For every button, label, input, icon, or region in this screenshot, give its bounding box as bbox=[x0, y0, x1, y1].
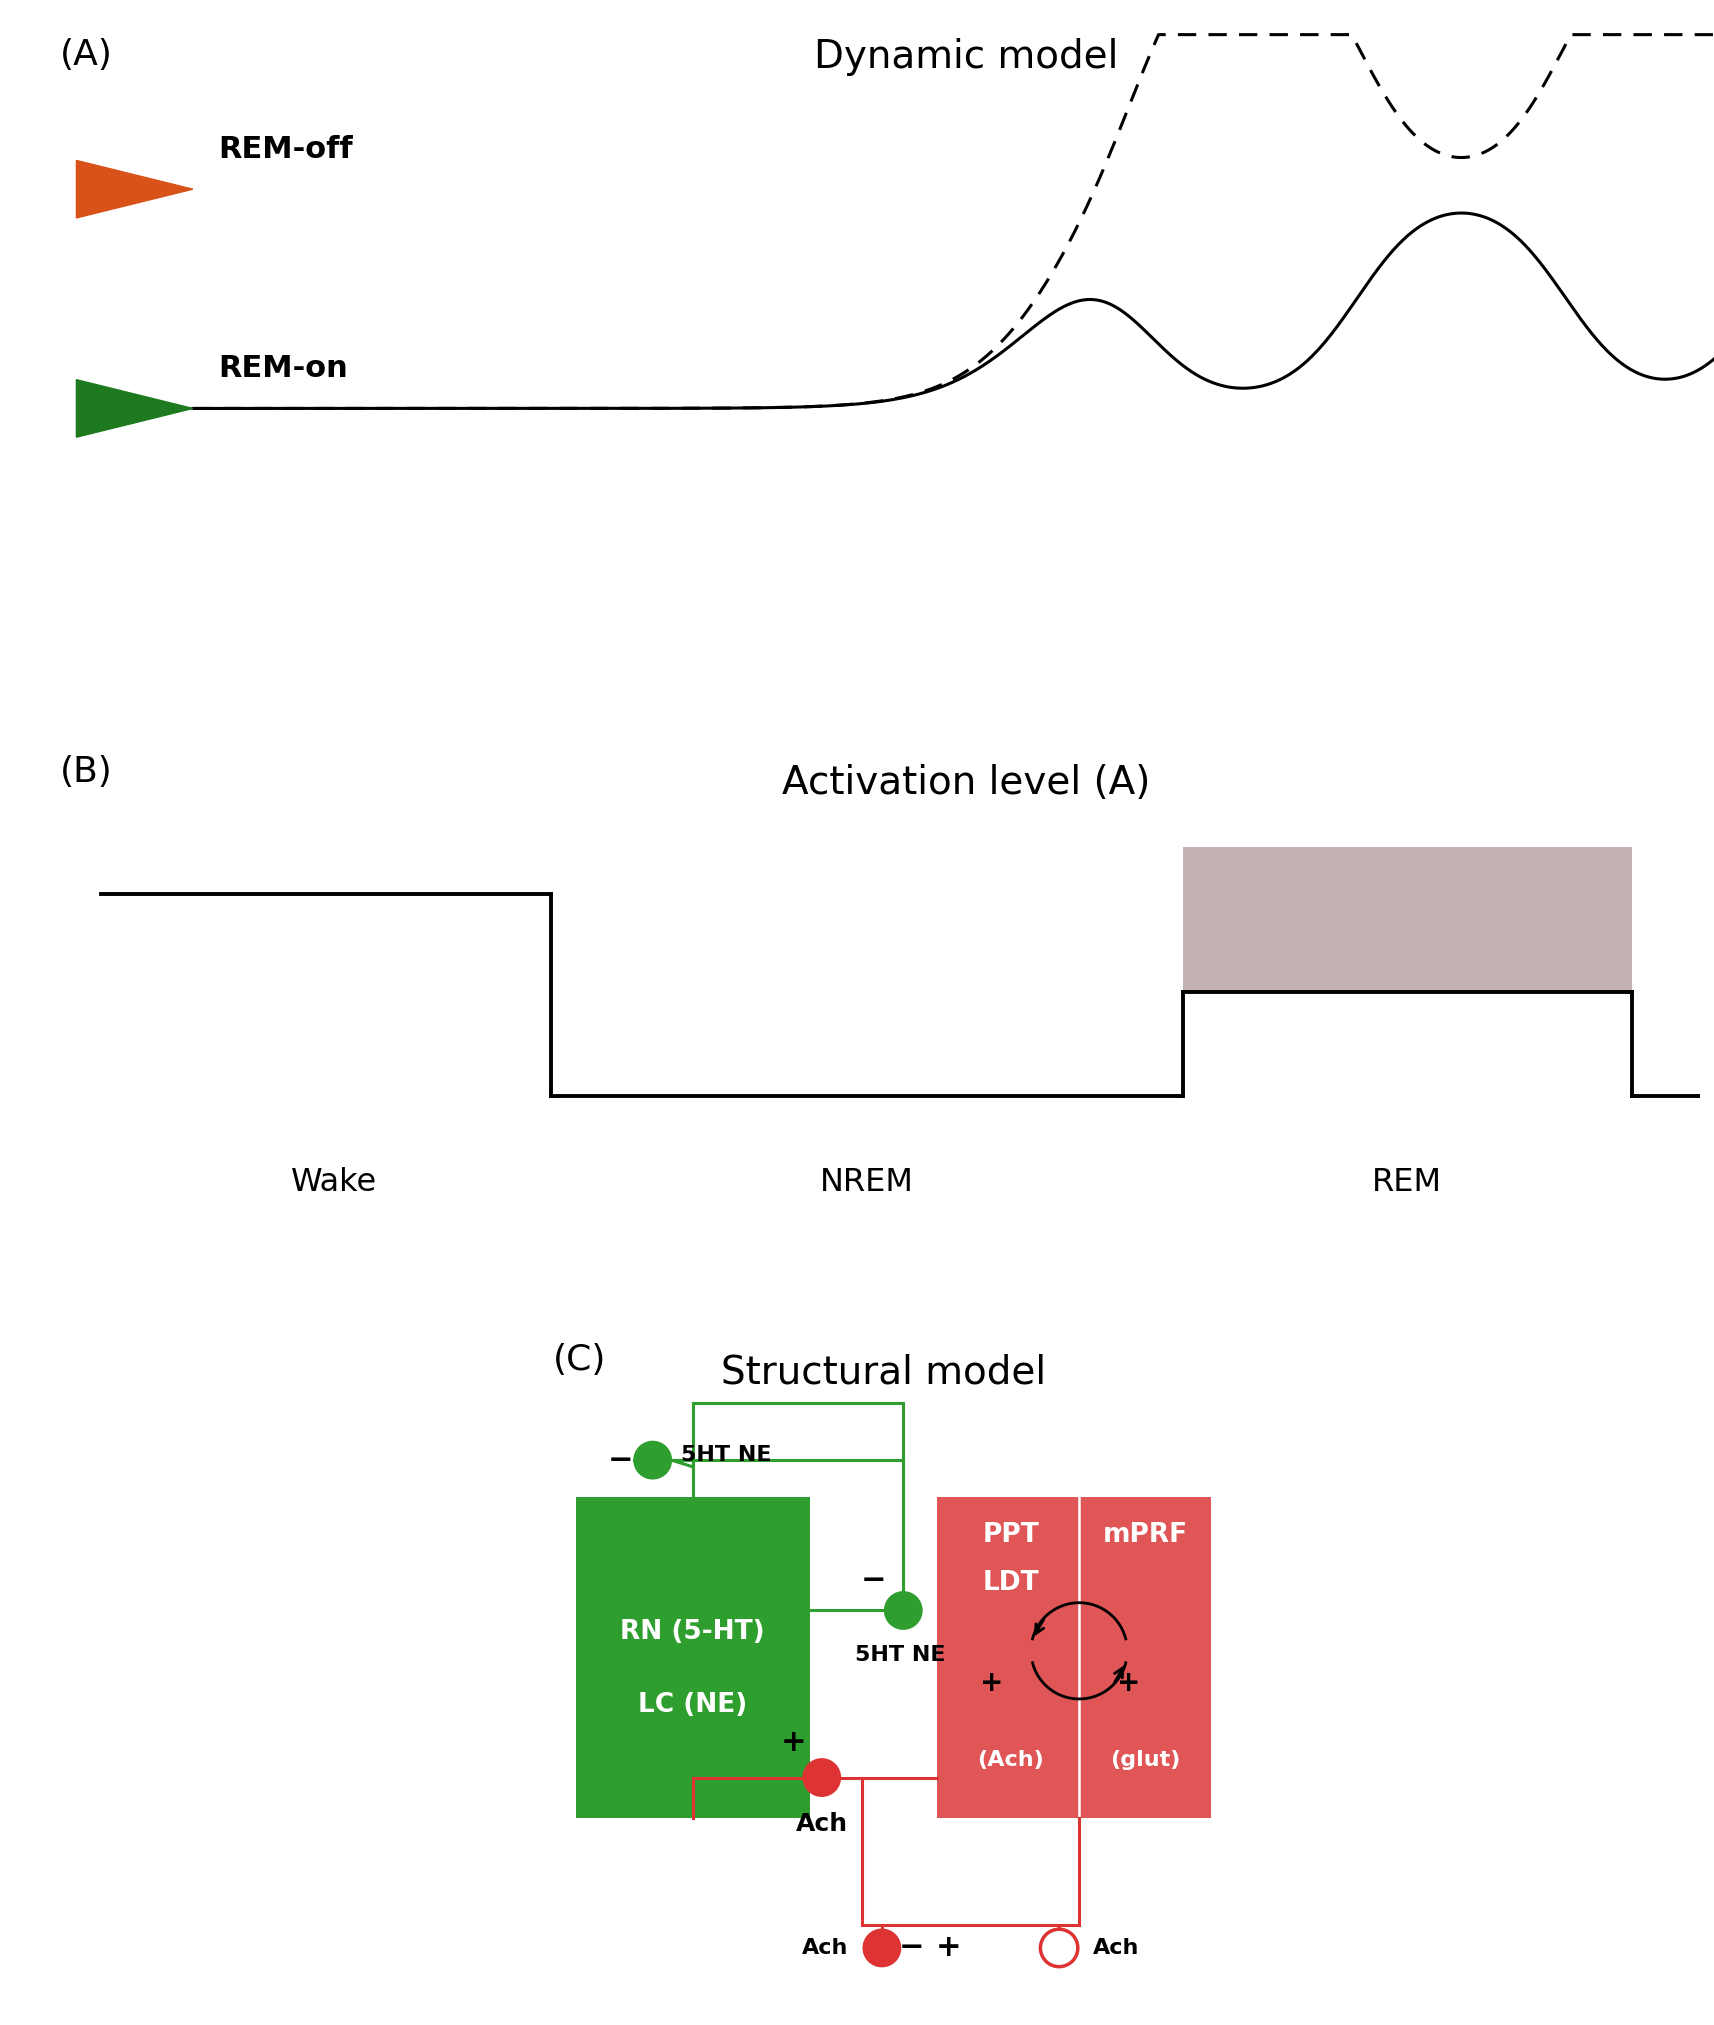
Text: REM-on: REM-on bbox=[218, 354, 348, 383]
Text: Ach: Ach bbox=[795, 1812, 847, 1837]
Text: (glut): (glut) bbox=[1109, 1750, 1179, 1770]
Text: (A): (A) bbox=[60, 38, 113, 73]
Text: mPRF: mPRF bbox=[1102, 1523, 1186, 1549]
Circle shape bbox=[884, 1592, 922, 1630]
Text: Dynamic model: Dynamic model bbox=[814, 38, 1118, 77]
Text: −: − bbox=[860, 1565, 886, 1596]
Text: LC (NE): LC (NE) bbox=[638, 1693, 747, 1719]
Polygon shape bbox=[77, 381, 192, 437]
Text: (Ach): (Ach) bbox=[977, 1750, 1044, 1770]
Text: +: + bbox=[1116, 1669, 1140, 1697]
Text: Ach: Ach bbox=[802, 1938, 848, 1958]
Text: Activation level (A): Activation level (A) bbox=[782, 763, 1150, 802]
Text: PPT: PPT bbox=[982, 1523, 1039, 1549]
Text: −: − bbox=[898, 1934, 924, 1962]
Bar bbox=[576, 1496, 809, 1818]
Bar bbox=[936, 1496, 1210, 1818]
Text: REM-off: REM-off bbox=[218, 136, 351, 164]
Text: −: − bbox=[607, 1446, 632, 1474]
Text: RN (5-HT): RN (5-HT) bbox=[620, 1618, 764, 1644]
Text: (B): (B) bbox=[60, 755, 113, 790]
Circle shape bbox=[634, 1442, 670, 1478]
Text: +: + bbox=[979, 1669, 1003, 1697]
Bar bbox=[1183, 846, 1632, 992]
Text: 5HT NE: 5HT NE bbox=[854, 1644, 944, 1665]
Circle shape bbox=[802, 1760, 840, 1796]
Text: LDT: LDT bbox=[982, 1571, 1039, 1596]
Text: (C): (C) bbox=[552, 1343, 605, 1377]
Text: REM: REM bbox=[1371, 1166, 1441, 1197]
Text: 5HT NE: 5HT NE bbox=[680, 1444, 771, 1464]
Text: Structural model: Structural model bbox=[720, 1353, 1046, 1391]
Polygon shape bbox=[77, 160, 192, 219]
Text: NREM: NREM bbox=[819, 1166, 914, 1197]
Text: Wake: Wake bbox=[291, 1166, 377, 1197]
Text: +: + bbox=[780, 1727, 806, 1758]
Text: +: + bbox=[936, 1934, 962, 1962]
Circle shape bbox=[1040, 1930, 1076, 1966]
Text: Ach: Ach bbox=[1092, 1938, 1138, 1958]
Circle shape bbox=[862, 1930, 900, 1966]
